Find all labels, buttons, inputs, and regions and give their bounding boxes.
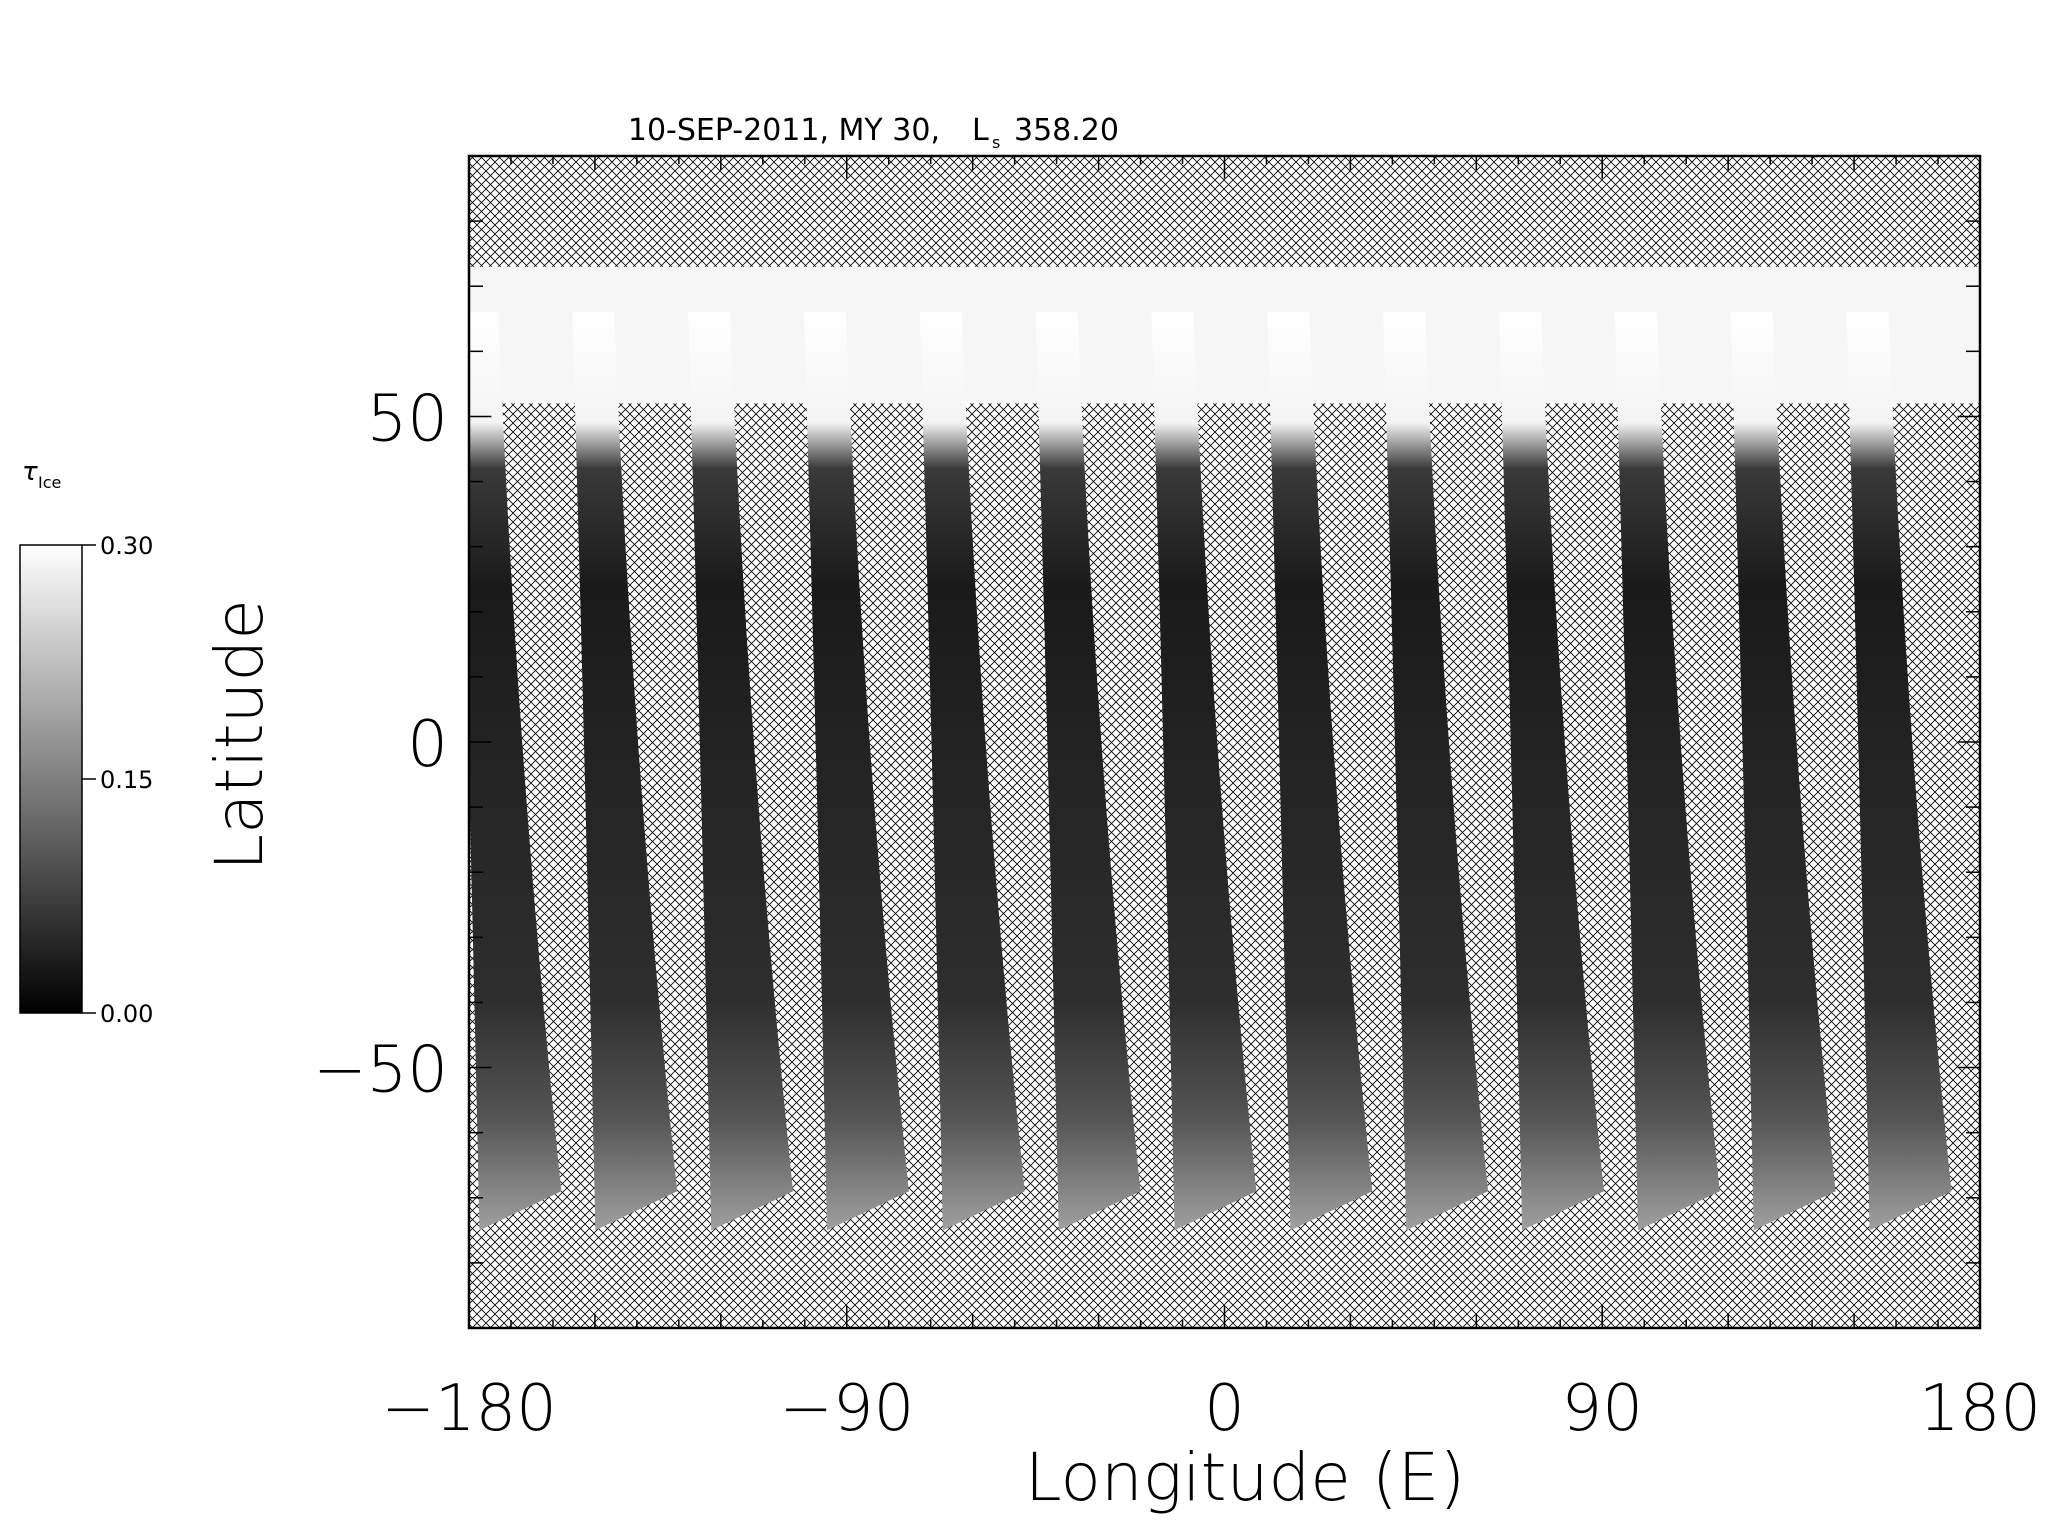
x-tick-label: −180	[381, 1372, 557, 1446]
y-tick-labels: 50 0 −50	[313, 382, 448, 1107]
axis-ticks	[468, 155, 1981, 1329]
colorbar-tick-label: 0.15	[100, 766, 153, 794]
y-tick-label: 50	[367, 382, 448, 456]
orbit-swath	[572, 312, 678, 1231]
orbit-swath	[1383, 312, 1489, 1231]
orbit-swath	[688, 312, 794, 1231]
chart-title: 10-SEP-2011, MY 30, L s 358.20	[628, 113, 1119, 152]
colorbar-gradient	[19, 544, 83, 1014]
title-ls-symbol: L	[972, 113, 989, 148]
x-axis-label: Longitude (E)	[1025, 1439, 1465, 1516]
colorbar-ticks: 0.30 0.15 0.00	[82, 532, 153, 1028]
orbit-swath	[1151, 312, 1257, 1231]
title-prefix: 10-SEP-2011, MY 30,	[628, 113, 940, 148]
orbit-swath	[919, 312, 1025, 1231]
orbit-swath	[1614, 312, 1720, 1231]
y-tick-label: 0	[407, 708, 448, 782]
x-tick-label: 90	[1562, 1372, 1643, 1446]
orbit-swath	[1846, 312, 1952, 1231]
colorbar-title: τ	[22, 457, 38, 487]
x-tick-labels: −180 −90 0 90 180	[381, 1372, 2041, 1446]
orbit-swath	[803, 312, 909, 1231]
orbit-swath	[469, 312, 562, 1231]
orbit-swath	[1267, 312, 1373, 1231]
colorbar-title-sub: Ice	[38, 473, 61, 492]
plot-area	[469, 156, 1980, 1328]
y-tick-label: −50	[313, 1034, 448, 1108]
orbit-swath	[1498, 312, 1604, 1231]
title-ls-value: 358.20	[1014, 113, 1119, 148]
x-tick-label: −90	[779, 1372, 914, 1446]
orbit-swaths	[469, 312, 1952, 1231]
orbit-swath	[1035, 312, 1141, 1231]
x-tick-label: 180	[1919, 1372, 2041, 1446]
y-axis-label: Latitude	[201, 599, 278, 871]
colorbar: τ Ice 0.30 0.15 0.00	[19, 457, 153, 1028]
colorbar-tick-label: 0.00	[100, 1000, 153, 1028]
title-ls-subscript: s	[992, 133, 1000, 152]
x-tick-label: 0	[1204, 1372, 1245, 1446]
colorbar-tick-label: 0.30	[100, 532, 153, 560]
orbit-swath	[1730, 312, 1836, 1231]
